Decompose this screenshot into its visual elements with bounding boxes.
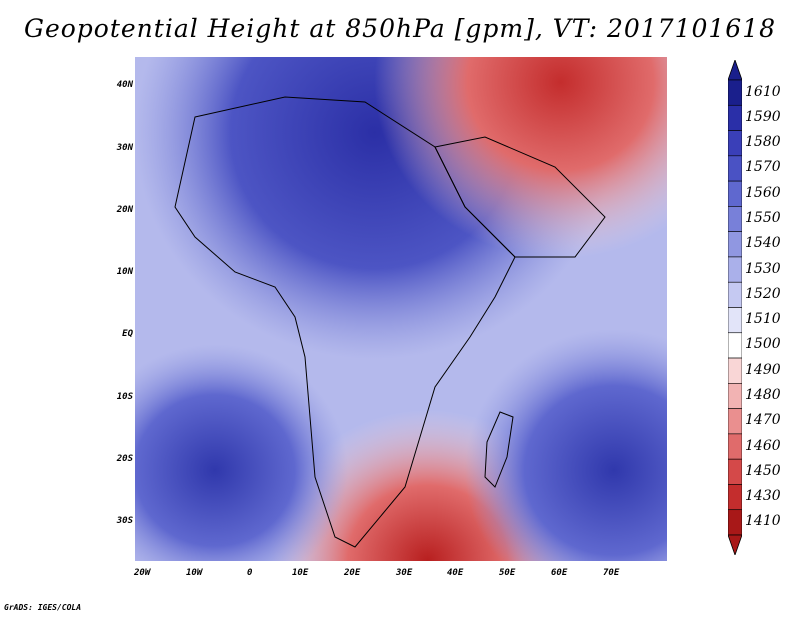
- colorbar-bottom-arrow: [728, 534, 742, 555]
- lat-label-30s: 30S: [116, 516, 133, 526]
- colorbar-label: 1520: [745, 285, 781, 302]
- arabia-coastline: [434, 136, 606, 258]
- colorbar-label: 1410: [745, 513, 781, 530]
- colorbar-label: 1590: [745, 108, 781, 125]
- colorbar-cell: [728, 180, 742, 207]
- madagascar-coastline: [484, 411, 514, 488]
- colorbar-cell: [728, 281, 742, 308]
- colorbar-cell: [728, 155, 742, 182]
- lon-label-60e: 60E: [551, 568, 568, 578]
- colorbar-cell: [728, 206, 742, 232]
- colorbar-cell: [728, 484, 742, 511]
- lon-label-20w: 20W: [134, 568, 151, 578]
- lon-label-0: 0: [247, 568, 253, 578]
- colorbar: [728, 60, 742, 555]
- colorbar-label: 1580: [745, 134, 781, 151]
- colorbar-cell: [728, 357, 742, 384]
- lon-label-20e: 20E: [344, 568, 361, 578]
- colorbar-label: 1510: [745, 311, 781, 328]
- lat-label-40n: 40N: [116, 80, 133, 90]
- colorbar-label: 1570: [745, 159, 781, 176]
- colorbar-cell: [728, 104, 742, 131]
- colorbar-cell: [728, 458, 742, 485]
- lat-label-eq: EQ: [122, 329, 133, 339]
- lon-label-70e: 70E: [603, 568, 620, 578]
- colorbar-cell: [728, 408, 742, 435]
- lat-label-20n: 20N: [116, 205, 133, 215]
- grads-credit: GrADS: IGES/COLA: [4, 603, 82, 612]
- colorbar-cell: [728, 332, 742, 359]
- colorbar-cell: [728, 307, 742, 334]
- colorbar-cell: [728, 433, 742, 460]
- colorbar-cell: [728, 231, 742, 258]
- lat-label-20s: 20S: [116, 454, 133, 464]
- colorbar-label: 1550: [745, 210, 781, 227]
- colorbar-label: 1460: [745, 437, 781, 454]
- colorbar-label: 1530: [745, 260, 781, 277]
- colorbar-label: 1450: [745, 462, 781, 479]
- lat-label-10s: 10S: [116, 392, 133, 402]
- colorbar-cell: [728, 256, 742, 283]
- colorbar-label: 1540: [745, 235, 781, 252]
- lon-label-40e: 40E: [447, 568, 464, 578]
- colorbar-label: 1480: [745, 386, 781, 403]
- colorbar-cell: [728, 509, 742, 536]
- colorbar-label: 1500: [745, 336, 781, 353]
- colorbar-label: 1470: [745, 412, 781, 429]
- lon-label-30e: 30E: [396, 568, 413, 578]
- colorbar-label: 1430: [745, 488, 781, 505]
- lon-label-10e: 10E: [292, 568, 309, 578]
- colorbar-cell: [728, 79, 742, 106]
- colorbar-label: 1560: [745, 184, 781, 201]
- geopotential-map: [135, 57, 667, 561]
- lon-label-50e: 50E: [499, 568, 516, 578]
- colorbar-cell: [728, 383, 742, 409]
- lon-label-10w: 10W: [186, 568, 203, 578]
- colorbar-top-arrow: [728, 60, 742, 81]
- colorbar-cell: [728, 130, 742, 157]
- map-title: Geopotential Height at 850hPa [gpm], VT:…: [23, 14, 777, 43]
- colorbar-label: 1490: [745, 361, 781, 378]
- colorbar-label: 1610: [745, 83, 781, 100]
- lat-label-30n: 30N: [116, 143, 133, 153]
- lat-label-10n: 10N: [116, 267, 133, 277]
